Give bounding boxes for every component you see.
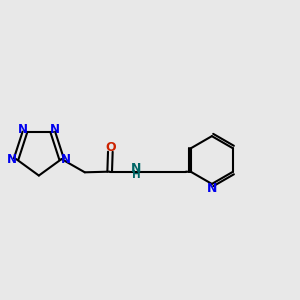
Text: H: H — [132, 170, 141, 180]
Text: O: O — [105, 141, 116, 154]
Text: N: N — [131, 162, 141, 175]
Text: N: N — [207, 182, 217, 195]
Text: N: N — [18, 123, 28, 136]
Text: N: N — [61, 152, 71, 166]
Text: N: N — [7, 152, 17, 166]
Text: N: N — [50, 123, 60, 136]
